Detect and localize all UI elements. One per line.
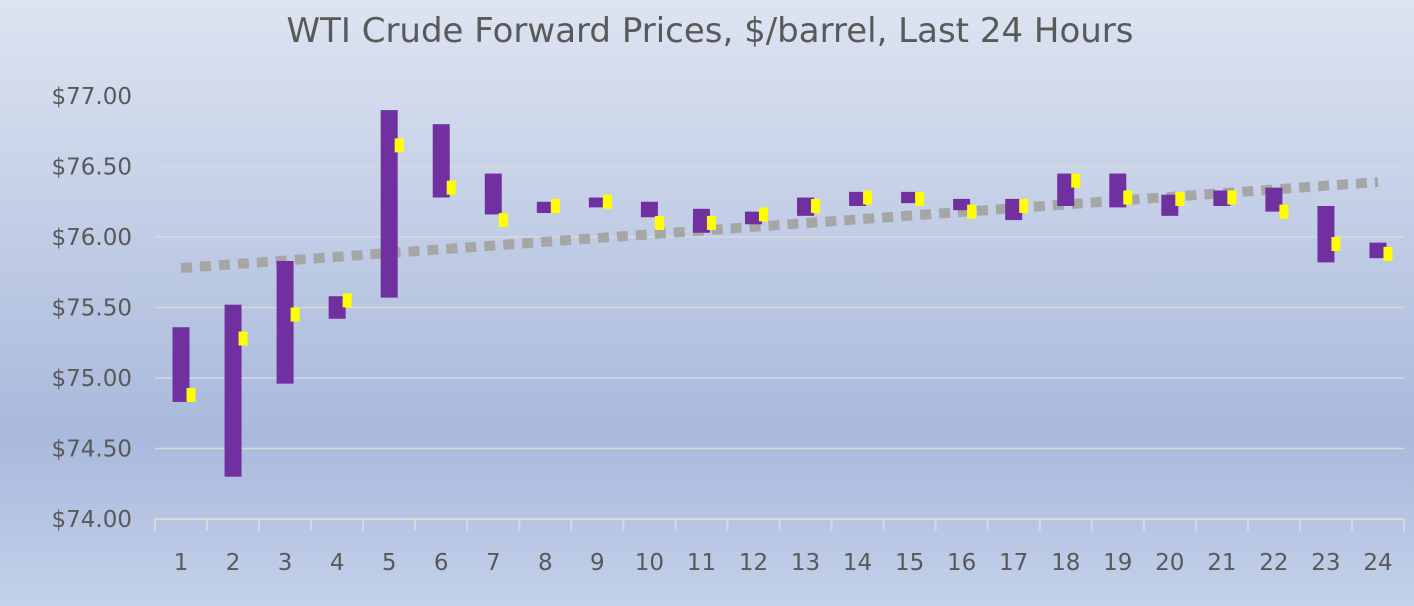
x-tick-label-8: 8 (538, 550, 553, 576)
x-tick-label-3: 3 (278, 550, 293, 576)
close-marker-24 (1383, 246, 1393, 261)
close-marker-8 (550, 198, 560, 213)
x-tick-label-20: 20 (1155, 550, 1184, 576)
high-low-bar-5 (380, 110, 398, 298)
close-marker-12 (758, 207, 768, 222)
x-tick-label-14: 14 (843, 550, 872, 576)
high-low-bar-4 (328, 296, 346, 319)
x-tick-label-13: 13 (791, 550, 820, 576)
high-low-bar-14 (849, 191, 867, 206)
high-low-bar-12 (744, 211, 762, 225)
close-marker-6 (446, 180, 456, 195)
x-tick-label-24: 24 (1363, 550, 1392, 576)
close-marker-13 (811, 198, 821, 213)
high-low-bar-23 (1317, 205, 1335, 263)
x-tick-label-6: 6 (434, 550, 449, 576)
close-marker-18 (1071, 173, 1081, 188)
high-low-bar-10 (640, 201, 658, 218)
x-tick-label-2: 2 (226, 550, 241, 576)
close-marker-21 (1227, 190, 1237, 205)
x-tick-label-21: 21 (1207, 550, 1236, 576)
close-marker-11 (706, 215, 716, 230)
close-marker-7 (498, 213, 508, 228)
x-tick-label-7: 7 (486, 550, 501, 576)
y-tick-label-3: $75.50 (52, 296, 132, 322)
x-tick-label-19: 19 (1103, 550, 1132, 576)
high-low-bar-9 (588, 197, 606, 208)
x-tick-label-23: 23 (1311, 550, 1340, 576)
x-tick-label-1: 1 (174, 550, 189, 576)
price-bars (172, 110, 1393, 477)
close-marker-4 (342, 293, 352, 308)
close-marker-14 (863, 190, 873, 205)
y-tick-label-5: $76.50 (52, 155, 132, 181)
close-marker-3 (290, 307, 300, 322)
high-low-bar-11 (692, 208, 710, 233)
high-low-bar-16 (953, 198, 971, 211)
x-tick-label-9: 9 (590, 550, 605, 576)
high-low-bar-2 (224, 304, 242, 477)
close-marker-1 (186, 387, 196, 402)
high-low-bar-24 (1369, 242, 1387, 259)
trendline (180, 177, 1379, 274)
x-tick-label-17: 17 (999, 550, 1028, 576)
close-marker-15 (915, 191, 925, 206)
high-low-bar-18 (1057, 173, 1075, 206)
x-tick-label-4: 4 (330, 550, 345, 576)
y-tick-label-4: $76.00 (52, 225, 132, 251)
close-marker-17 (1019, 198, 1029, 213)
y-axis-labels: $74.00 $74.50 $75.00 $75.50 $76.00 $76.50 $77.… (52, 84, 132, 533)
high-low-bar-21 (1213, 190, 1231, 206)
x-tick-label-5: 5 (382, 550, 397, 576)
y-tick-label-2: $75.00 (52, 366, 132, 392)
high-low-bar-19 (1109, 173, 1127, 208)
high-low-bar-8 (536, 201, 554, 214)
high-low-bar-3 (276, 260, 294, 384)
x-tick-label-22: 22 (1259, 550, 1288, 576)
high-low-bar-20 (1161, 194, 1179, 216)
x-tick-label-18: 18 (1051, 550, 1080, 576)
close-marker-16 (967, 204, 977, 219)
close-marker-9 (602, 194, 612, 209)
x-axis (154, 518, 1405, 531)
close-marker-23 (1331, 237, 1341, 252)
close-marker-20 (1175, 191, 1185, 206)
high-low-bar-13 (797, 197, 815, 216)
close-marker-2 (238, 331, 248, 346)
high-low-bar-1 (172, 327, 190, 402)
trendline-layer (180, 177, 1379, 274)
x-tick-label-11: 11 (687, 550, 716, 576)
high-low-bar-6 (432, 124, 450, 198)
x-tick-label-16: 16 (947, 550, 976, 576)
high-low-bar-7 (484, 173, 502, 215)
gridlines (155, 95, 1404, 450)
high-low-bar-15 (901, 191, 919, 204)
high-low-bar-22 (1265, 187, 1283, 212)
x-axis-labels: 1 2 3 4 5 6 7 8 9 10 11 12 13 14 15 16 17 18 19 20 21 22 23 24 (174, 550, 1393, 576)
x-tick-label-12: 12 (739, 550, 768, 576)
close-marker-10 (654, 215, 664, 230)
high-low-bar-17 (1005, 198, 1023, 221)
y-tick-label-6: $77.00 (52, 84, 132, 110)
x-tick-label-15: 15 (895, 550, 924, 576)
y-tick-label-0: $74.00 (52, 507, 132, 533)
x-tick-label-10: 10 (635, 550, 664, 576)
close-marker-22 (1279, 204, 1289, 219)
chart-title: WTI Crude Forward Prices, $/barrel, Last… (286, 11, 1133, 51)
close-marker-5 (394, 138, 404, 153)
y-tick-label-1: $74.50 (52, 437, 132, 463)
close-marker-19 (1123, 190, 1133, 205)
